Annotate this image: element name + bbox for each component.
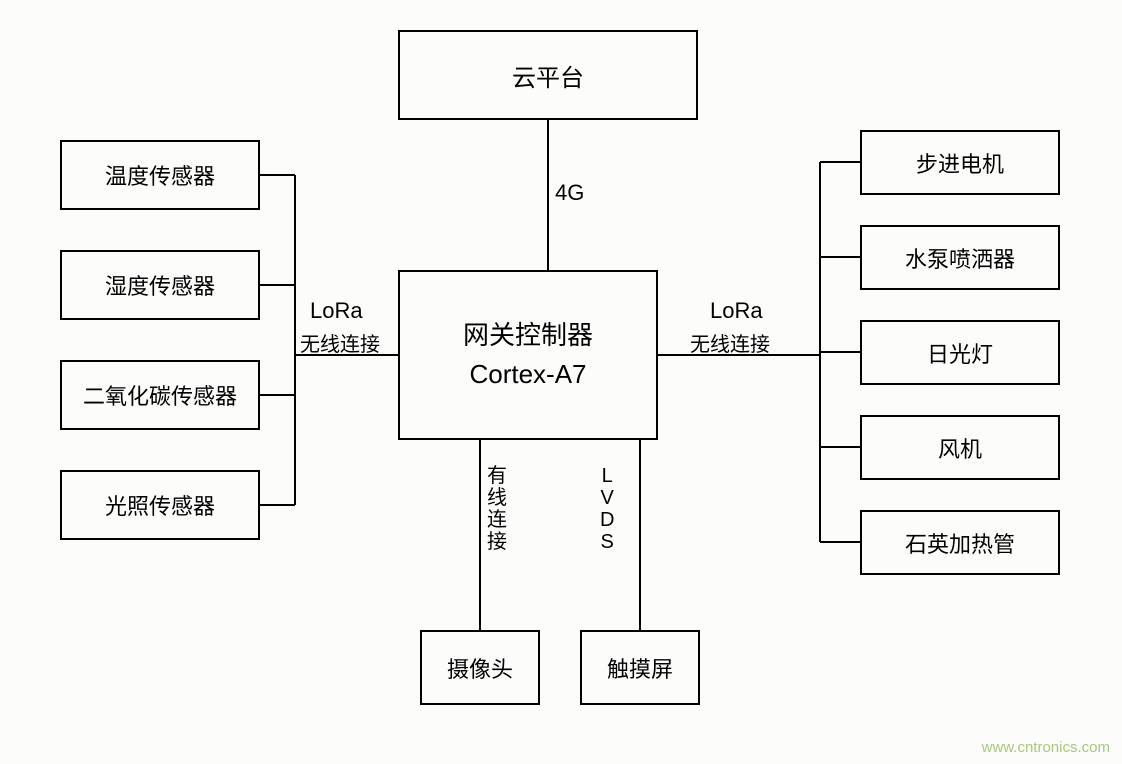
diagram-canvas: 云平台 网关控制器 Cortex-A7 温度传感器 湿度传感器 二氧化碳传感器 …	[0, 0, 1122, 764]
node-right5-label: 石英加热管	[905, 527, 1015, 559]
node-right3: 日光灯	[860, 320, 1060, 385]
wired-c2: 连	[487, 509, 507, 531]
node-center-label1: 网关控制器	[463, 316, 593, 355]
node-right2-label: 水泵喷洒器	[905, 242, 1015, 274]
wired-c1: 线	[487, 487, 507, 509]
node-left2-label: 湿度传感器	[105, 269, 215, 301]
node-center: 网关控制器 Cortex-A7	[398, 270, 658, 440]
edge-label-right-lora: LoRa	[710, 298, 763, 324]
node-right1: 步进电机	[860, 130, 1060, 195]
node-right3-label: 日光灯	[927, 337, 993, 369]
lvds-c0: L	[602, 465, 613, 487]
node-left1-label: 温度传感器	[105, 159, 215, 191]
edge-label-left-lora: LoRa	[310, 298, 363, 324]
edge-label-lvds: L V D S	[600, 465, 614, 553]
node-right4: 风机	[860, 415, 1060, 480]
node-center-label2: Cortex-A7	[469, 355, 586, 394]
edge-label-left-wireless: 无线连接	[300, 328, 380, 357]
wired-c0: 有	[487, 465, 507, 487]
node-left1: 温度传感器	[60, 140, 260, 210]
node-camera-label: 摄像头	[447, 652, 513, 684]
lvds-c2: D	[600, 509, 614, 531]
node-cloud: 云平台	[398, 30, 698, 120]
edge-label-right-wireless: 无线连接	[690, 328, 770, 357]
edge-label-wired: 有 线 连 接	[487, 465, 507, 553]
wired-c3: 接	[487, 531, 507, 553]
node-left3-label: 二氧化碳传感器	[83, 379, 237, 411]
node-right5: 石英加热管	[860, 510, 1060, 575]
node-left3: 二氧化碳传感器	[60, 360, 260, 430]
node-right2: 水泵喷洒器	[860, 225, 1060, 290]
node-camera: 摄像头	[420, 630, 540, 705]
node-touch-label: 触摸屏	[607, 652, 673, 684]
node-left4: 光照传感器	[60, 470, 260, 540]
node-right4-label: 风机	[938, 432, 982, 464]
lvds-c1: V	[601, 487, 614, 509]
node-touch: 触摸屏	[580, 630, 700, 705]
node-left4-label: 光照传感器	[105, 489, 215, 521]
edge-label-4g: 4G	[555, 180, 584, 206]
node-right1-label: 步进电机	[916, 147, 1004, 179]
node-cloud-label: 云平台	[512, 58, 584, 93]
lvds-c3: S	[601, 531, 614, 553]
watermark: www.cntronics.com	[982, 739, 1110, 756]
node-left2: 湿度传感器	[60, 250, 260, 320]
